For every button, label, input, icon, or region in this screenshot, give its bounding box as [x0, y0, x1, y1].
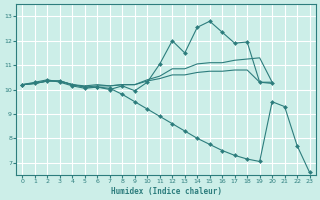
X-axis label: Humidex (Indice chaleur): Humidex (Indice chaleur): [110, 187, 221, 196]
